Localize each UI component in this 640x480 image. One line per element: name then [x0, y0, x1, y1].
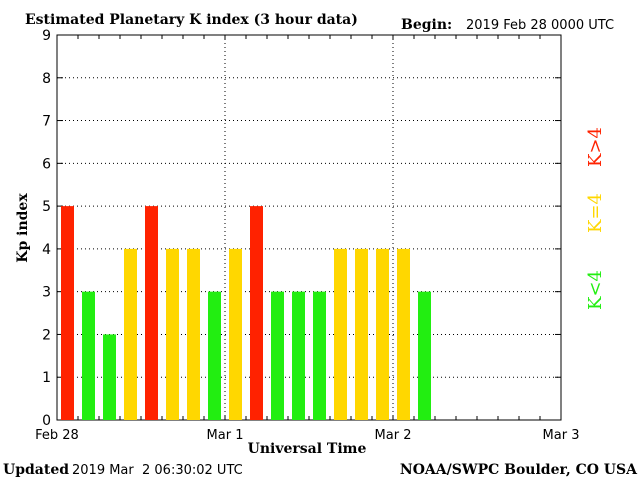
kp-bar — [271, 291, 284, 420]
kp-bar — [208, 291, 221, 420]
kp-bar — [124, 248, 137, 420]
y-axis-label: Kp index — [15, 193, 31, 263]
kp-bar — [397, 248, 410, 420]
begin-label: Begin: — [401, 17, 452, 33]
kp-bar — [229, 248, 242, 420]
x-tick-label: Mar 3 — [543, 428, 580, 443]
kp-bar — [418, 291, 431, 420]
x-tick-label: Mar 1 — [207, 428, 244, 443]
legend-item: K=4 — [585, 193, 606, 233]
source-credit: NOAA/SWPC Boulder, CO USA — [400, 462, 638, 478]
legend-item: K<4 — [585, 270, 606, 310]
y-tick-label: 6 — [42, 156, 51, 172]
y-tick-label: 1 — [42, 370, 51, 386]
chart-title: Estimated Planetary K index (3 hour data… — [25, 12, 358, 28]
y-tick-label: 7 — [42, 114, 51, 130]
x-tick-label: Feb 28 — [35, 428, 79, 443]
y-tick-label: 3 — [42, 285, 51, 301]
y-tick-label: 0 — [42, 413, 51, 429]
kp-bar — [292, 291, 305, 420]
x-tick-label: Mar 2 — [375, 428, 412, 443]
kp-bar — [334, 248, 347, 420]
kp-bar — [355, 248, 368, 420]
kp-bar — [250, 206, 263, 420]
y-tick-label: 4 — [42, 242, 51, 258]
legend-item: K>4 — [585, 127, 606, 167]
updated-value: 2019 Mar 2 06:30:02 UTC — [72, 463, 243, 478]
kp-bar — [145, 206, 158, 420]
y-tick-label: 2 — [42, 327, 51, 343]
y-tick-label: 5 — [42, 199, 51, 215]
kp-bar — [166, 248, 179, 420]
plot-area: 0 1 2 3 4 5 6 7 8 9 Feb 28 Mar 1 Mar 2 Mar 3 — [35, 28, 579, 443]
legend: K<4 K=4 K>4 — [585, 127, 606, 310]
updated-label: Updated — [3, 462, 69, 478]
begin-value: 2019 Feb 28 0000 UTC — [466, 18, 614, 33]
y-tick-label: 9 — [42, 28, 51, 44]
kp-bar — [313, 291, 326, 420]
kp-bar — [82, 291, 95, 420]
kp-bar — [376, 248, 389, 420]
x-axis-label: Universal Time — [248, 441, 367, 457]
kp-bar — [187, 248, 200, 420]
y-tick-label: 8 — [42, 71, 51, 87]
kp-bar — [61, 206, 74, 420]
kp-bar — [103, 334, 116, 420]
